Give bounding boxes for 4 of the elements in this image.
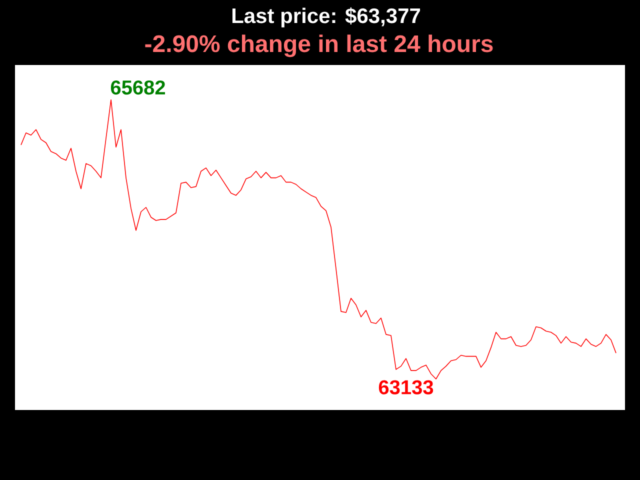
data-label: 65682: [110, 80, 165, 95]
chart-subtitle: -2.90% change in last 24 hours: [145, 34, 493, 58]
data-label: 63133: [378, 380, 434, 394]
chart-title: Last price: $63,377: [232, 7, 420, 28]
